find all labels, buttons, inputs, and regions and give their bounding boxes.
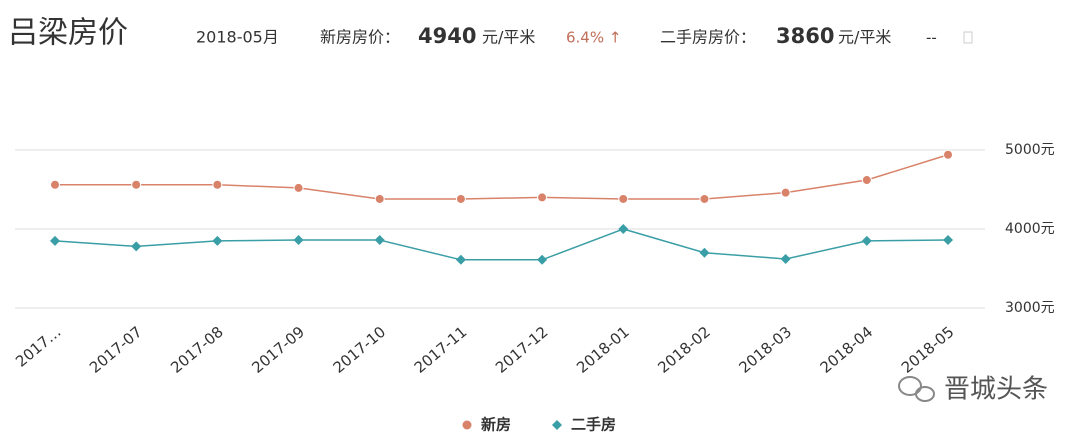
legend-marker bbox=[552, 420, 562, 430]
x-tick-label: 2018-05 bbox=[898, 323, 958, 377]
point bbox=[374, 193, 385, 204]
legend-label: 新房 bbox=[481, 416, 511, 434]
point bbox=[537, 254, 548, 265]
new-label: 新房房价： bbox=[320, 28, 400, 47]
new-unit: 元/平米 bbox=[482, 28, 535, 47]
point bbox=[699, 193, 710, 204]
month: 2018-05月 bbox=[196, 28, 279, 47]
legend-item: 二手房 bbox=[552, 416, 616, 434]
point bbox=[861, 175, 872, 186]
y-tick-label: 3000元 bbox=[1005, 300, 1055, 316]
legend-label: 二手房 bbox=[571, 416, 616, 434]
point bbox=[943, 235, 953, 246]
page-title: 吕梁房价 bbox=[8, 16, 128, 51]
x-tick-label: 2017-08 bbox=[167, 323, 227, 377]
watermark: 晋城头条 bbox=[898, 375, 1048, 405]
new-price: 4940 bbox=[418, 24, 476, 48]
point bbox=[618, 224, 629, 234]
point bbox=[780, 187, 791, 198]
y-tick-label: 4000元 bbox=[1005, 221, 1055, 237]
x-tick-label: 2018-03 bbox=[736, 323, 796, 377]
point bbox=[943, 149, 953, 160]
x-tick-label: 2018-04 bbox=[817, 323, 877, 377]
point bbox=[50, 235, 60, 246]
point bbox=[293, 182, 304, 193]
watermark-text: 晋城头条 bbox=[944, 375, 1048, 405]
point bbox=[131, 241, 142, 252]
x-tick-label: 2018-02 bbox=[654, 323, 714, 377]
point bbox=[618, 193, 629, 204]
x-tick-label: 2017-10 bbox=[330, 323, 390, 377]
used-change: -- bbox=[926, 29, 937, 47]
used-price: 3860 bbox=[776, 24, 834, 48]
watermark-icon bbox=[898, 376, 922, 396]
point bbox=[293, 235, 304, 246]
point bbox=[50, 179, 60, 190]
point bbox=[455, 193, 466, 204]
new-change: 6.4% ↑ bbox=[566, 29, 621, 47]
point bbox=[212, 235, 223, 246]
x-tick-label: 2017-12 bbox=[492, 323, 552, 377]
point bbox=[699, 247, 710, 258]
x-tick-label: 2017-09 bbox=[248, 323, 308, 377]
x-tick-label: 2017… bbox=[12, 323, 64, 371]
used-unit: 元/平米 bbox=[838, 28, 891, 47]
icon bbox=[963, 31, 973, 44]
point bbox=[455, 254, 466, 265]
point bbox=[212, 179, 223, 190]
watermark-icon bbox=[915, 386, 935, 402]
x-tick-label: 2017-11 bbox=[411, 323, 471, 377]
point bbox=[780, 254, 791, 265]
used-label: 二手房房价： bbox=[660, 28, 756, 47]
legend-marker bbox=[462, 420, 472, 430]
series-line bbox=[55, 154, 949, 200]
x-tick-label: 2018-01 bbox=[573, 323, 633, 377]
point bbox=[374, 235, 385, 246]
point bbox=[861, 235, 872, 246]
series-line bbox=[54, 228, 949, 261]
x-tick-label: 2017-07 bbox=[86, 323, 146, 377]
point bbox=[537, 192, 548, 203]
legend-item: 新房 bbox=[462, 416, 511, 434]
point bbox=[131, 179, 142, 190]
y-tick-label: 5000元 bbox=[1005, 142, 1055, 158]
